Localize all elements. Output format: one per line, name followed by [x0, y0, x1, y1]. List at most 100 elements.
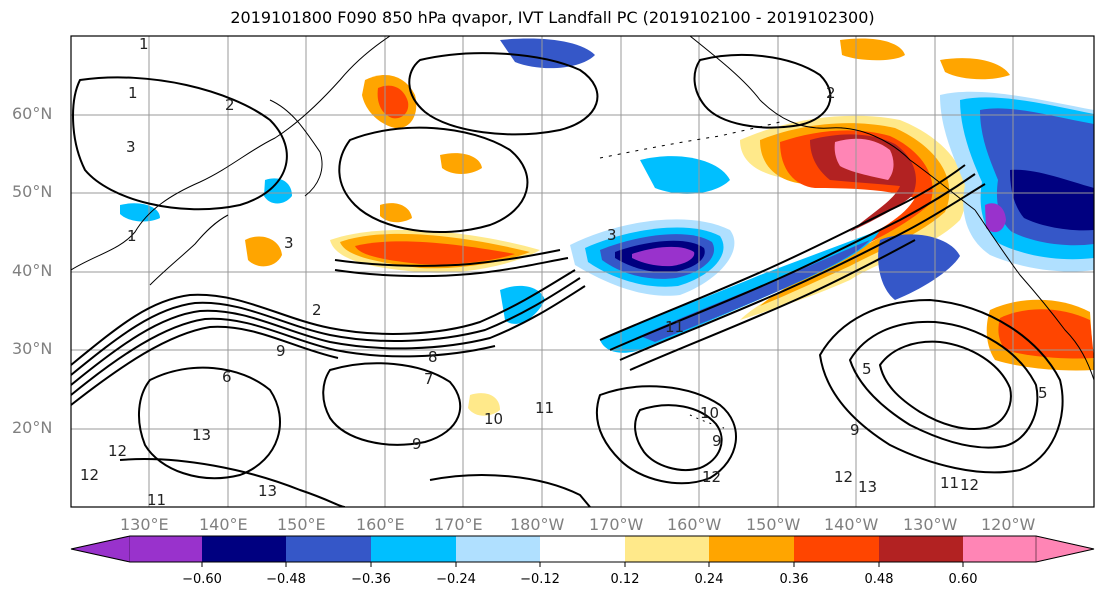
- colorbar-bin: [540, 536, 625, 562]
- lon-label-140e: 140°E: [199, 515, 248, 534]
- contour-loop: [72, 76, 288, 211]
- colorbar-tick-label: 0.12: [610, 572, 640, 587]
- contour-label: 12: [834, 468, 853, 486]
- colorbar-tick-label: −0.12: [520, 572, 560, 587]
- contour-jet: [334, 249, 561, 267]
- contour-label: 5: [862, 360, 872, 378]
- shade-negative: [600, 230, 880, 353]
- colorbar: [70, 535, 1095, 567]
- lat-label-30n: 30°N: [12, 339, 53, 358]
- contour-label: 1: [128, 84, 138, 102]
- colorbar-bin: [456, 536, 540, 562]
- shade-positive: [834, 138, 894, 180]
- shade-positive: [940, 58, 1010, 80]
- colorbar-bin: [963, 536, 1036, 562]
- contour-label: 11: [535, 399, 554, 417]
- shade-negative: [640, 240, 870, 342]
- contour-label: 12: [702, 468, 721, 486]
- lon-label-170w: 170°W: [589, 515, 644, 534]
- contour-band: [599, 164, 966, 341]
- contour-label: 5: [1038, 384, 1048, 402]
- ivt-contours: [71, 52, 1064, 507]
- shade-positive: [245, 236, 282, 267]
- contour-label: 12: [108, 442, 127, 460]
- colorbar-bin: [625, 536, 709, 562]
- contour-loop: [322, 362, 462, 446]
- colorbar-outline: [70, 535, 1095, 563]
- contour-label: 8: [428, 348, 438, 366]
- contour-label: 11: [665, 318, 684, 336]
- coastline-asia: [71, 36, 391, 271]
- shade-positive: [380, 203, 412, 223]
- contour-label: 13: [192, 426, 211, 444]
- contour-label: 12: [80, 466, 99, 484]
- contour-loop: [119, 458, 346, 507]
- shade-negative: [985, 203, 1006, 233]
- shade-negative: [120, 203, 160, 222]
- lon-label-170e: 170°E: [434, 515, 483, 534]
- colorbar-tick-label: 0.36: [779, 572, 809, 587]
- lat-label-50n: 50°N: [12, 182, 53, 201]
- contour-label: 3: [284, 234, 294, 252]
- shade-positive: [998, 309, 1094, 359]
- colorbar-bin: [794, 536, 879, 562]
- contour-label: 10: [484, 410, 503, 428]
- contour-band: [629, 239, 916, 371]
- contour-labels: 1 2 3 1 1 2 3 3 2 5 6 9 8 7 10 11 9 13 1…: [80, 35, 1048, 509]
- contour-label: 1: [139, 35, 149, 53]
- contour-loop: [819, 299, 1064, 474]
- contour-loop: [429, 474, 591, 507]
- shade-negative: [500, 38, 595, 69]
- shade-negative: [264, 178, 292, 204]
- shade-negative: [1010, 169, 1094, 231]
- contour-label: 9: [276, 342, 286, 360]
- contour-label: 9: [712, 432, 722, 450]
- map-title: 2019101800 F090 850 hPa qvapor, IVT Land…: [230, 8, 875, 27]
- contour-loop: [634, 404, 723, 472]
- contour-label: 3: [126, 138, 136, 156]
- colorbar-bin: [130, 536, 202, 562]
- colorbar-extend-high: [1035, 535, 1095, 563]
- contour-label: 9: [850, 421, 860, 439]
- lon-label-130w: 130°W: [903, 515, 958, 534]
- contour-label: 2: [826, 84, 836, 102]
- contour-loop: [408, 52, 599, 136]
- contour-jet: [71, 285, 586, 386]
- colorbar-tick-label: −0.48: [266, 572, 306, 587]
- contour-jet: [71, 269, 576, 366]
- contour-label: 11: [147, 491, 166, 509]
- lon-label-180w: 180°W: [510, 515, 565, 534]
- colorbar-bin: [286, 536, 371, 562]
- shade-positive: [440, 153, 482, 174]
- contour-label: 10: [700, 404, 719, 422]
- shade-negative: [632, 246, 695, 267]
- colorbar-extend-low: [70, 535, 131, 563]
- shade-positive: [355, 241, 515, 265]
- contour-jet: [334, 257, 569, 278]
- japan: [149, 214, 229, 286]
- lon-label-130e: 130°E: [120, 515, 169, 534]
- contour-label: 2: [225, 96, 235, 114]
- lat-label-40n: 40°N: [12, 261, 53, 280]
- shade-positive: [468, 393, 500, 416]
- shading-layer: [120, 38, 1094, 416]
- lon-label-150w: 150°W: [746, 515, 801, 534]
- lat-label-60n: 60°N: [12, 104, 53, 123]
- contour-loop: [338, 126, 529, 234]
- lon-label-120w: 120°W: [981, 515, 1036, 534]
- contour-label: 9: [412, 435, 422, 453]
- shade-negative: [640, 156, 730, 194]
- contour-label: 11: [940, 474, 959, 492]
- contour-band: [609, 173, 976, 351]
- contour-loop: [849, 320, 1039, 449]
- shade-negative: [878, 234, 960, 300]
- lon-label-140w: 140°W: [824, 515, 879, 534]
- lon-label-150e: 150°E: [277, 515, 326, 534]
- coastline-northamerica: [974, 209, 1094, 381]
- colorbar-bin: [709, 536, 794, 562]
- contour-loop: [693, 54, 832, 129]
- contour-label: 2: [312, 301, 322, 319]
- contour-label: 1: [127, 227, 137, 245]
- colorbar-bin: [879, 536, 963, 562]
